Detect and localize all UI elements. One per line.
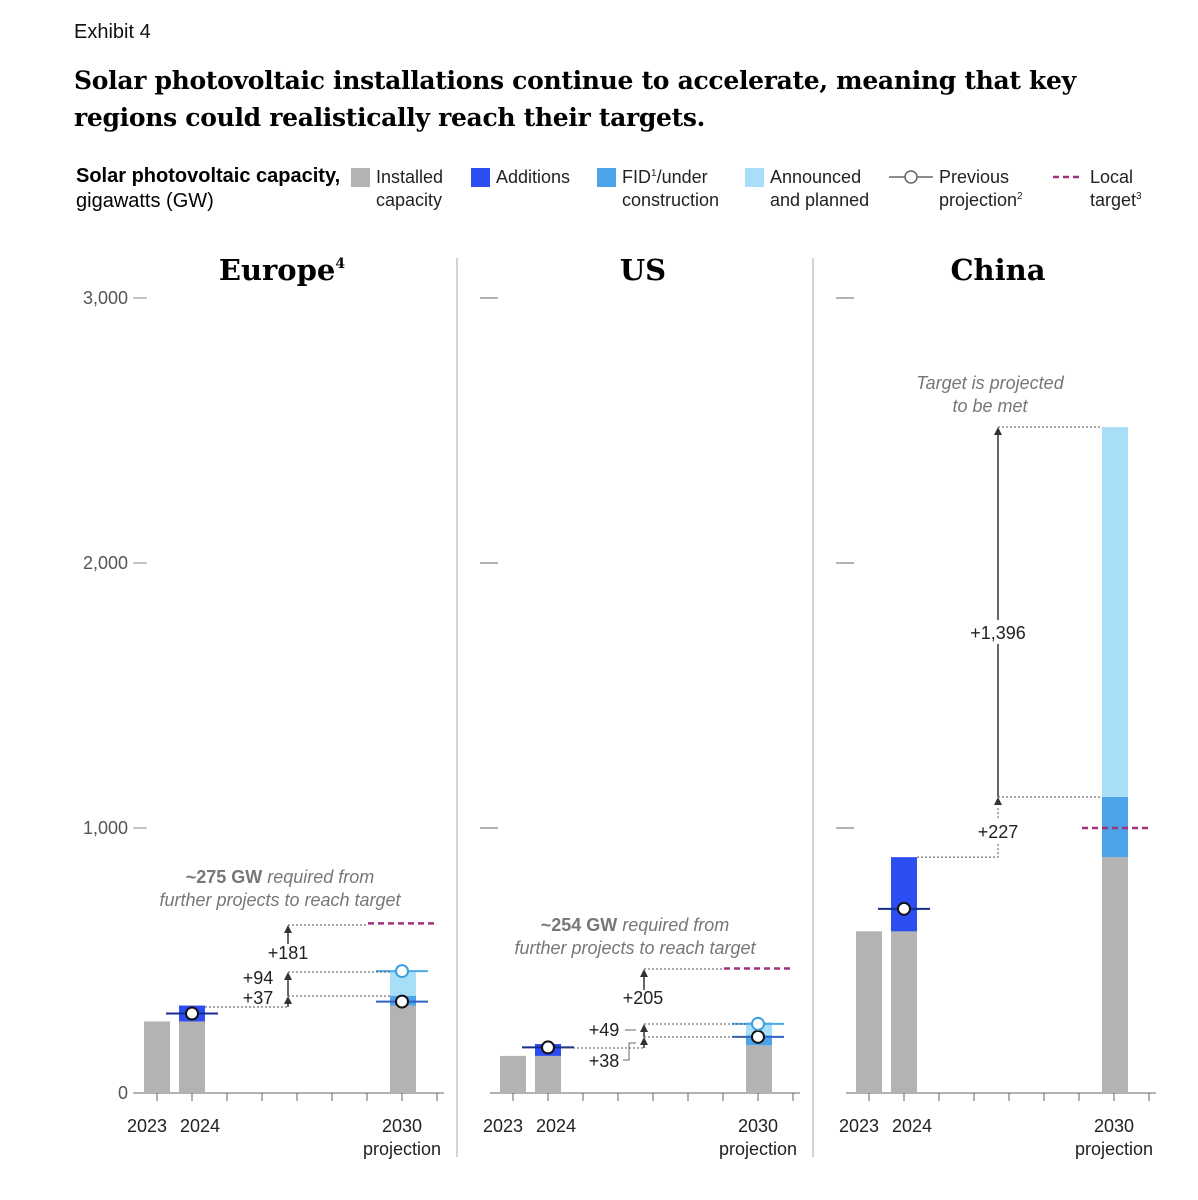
- legend-previous: Previous projection2: [939, 167, 1023, 210]
- legend-swatch-fid: [597, 168, 616, 187]
- legend-swatch-installed: [351, 168, 370, 187]
- china-bar-2024-installed: [891, 931, 917, 1093]
- china-bar-2023-installed: [856, 931, 882, 1093]
- legend-additions: Additions: [496, 167, 571, 187]
- china-panel-title: China: [950, 253, 1045, 287]
- china-arrow-fid-head: [994, 796, 1002, 805]
- china-step-fid: +227: [978, 822, 1019, 842]
- europe-x-label-2023: 2023: [127, 1116, 167, 1136]
- legend-target: Local target3: [1090, 167, 1142, 210]
- china-guide-2024: [917, 806, 999, 858]
- y-tick-label-2000: 2,000: [83, 553, 128, 573]
- europe-step-fid: +37: [243, 988, 274, 1008]
- legend-installed: Installed capacity: [376, 167, 444, 210]
- china-step-announced: +1,396: [970, 623, 1026, 643]
- legend-swatch-announced: [745, 168, 764, 187]
- europe-panel-title: Europe4: [219, 253, 346, 287]
- legend-swatch-additions: [471, 168, 490, 187]
- china-bar-2030-announced: [1102, 427, 1128, 797]
- europe-bar-2030-installed: [390, 1005, 416, 1093]
- china-annotation: Target is projected to be met: [916, 373, 1064, 416]
- europe-x-label-2024: 2024: [180, 1116, 220, 1136]
- us-previous-2030-low-circle: [751, 1029, 765, 1044]
- us-step-target: +205: [623, 988, 664, 1008]
- china-bar-2030-installed: [1102, 857, 1128, 1093]
- legend-fid: FID1/under construction: [622, 167, 720, 210]
- y-axis-title: Solar photovoltaic capacity, gigawatts (…: [76, 164, 340, 214]
- china-previous-2024-circle: [897, 901, 911, 916]
- china-arrow-announced-head: [994, 427, 1002, 436]
- us-bar-2024-installed: [535, 1055, 561, 1093]
- y-tick-label-1000: 1,000: [83, 818, 128, 838]
- legend-announced: Announced and planned: [770, 167, 870, 210]
- us-bar-2023-installed: [500, 1055, 526, 1093]
- china-x-label-projection: projection: [1075, 1139, 1153, 1159]
- china-x-label-2030: 2030: [1094, 1116, 1134, 1136]
- china-step-announced-bg: [964, 620, 1032, 644]
- us-step-fid: +38: [589, 1051, 620, 1071]
- us-panel-title: US: [620, 253, 666, 287]
- us-x-label-projection: projection: [719, 1139, 797, 1159]
- us-arrow-fid-head: [640, 1037, 648, 1045]
- us-arrow-target-head: [640, 969, 648, 977]
- europe-step-target: +181: [268, 943, 309, 963]
- europe-arrow-target-head: [284, 925, 292, 933]
- us-x-label-2024: 2024: [536, 1116, 576, 1136]
- china-step-fid-bg: [970, 820, 1026, 842]
- europe-step-announced: +94: [243, 968, 274, 988]
- us-step-announced: +49: [589, 1020, 620, 1040]
- us-previous-2024-circle: [541, 1040, 555, 1055]
- us-x-label-2023: 2023: [483, 1116, 523, 1136]
- us-x-label-2030: 2030: [738, 1116, 778, 1136]
- us-arrow-announced-head: [640, 1024, 648, 1032]
- china-x-label-2023: 2023: [839, 1116, 879, 1136]
- europe-previous-2024-circle: [185, 1006, 199, 1021]
- chart-title: Solar photovoltaic installations continu…: [74, 66, 1076, 132]
- y-axis-title-unit: gigawatts (GW): [76, 190, 214, 212]
- us-previous-2030-high-circle: [751, 1016, 765, 1031]
- europe-previous-2030-high-circle: [395, 964, 409, 979]
- europe-annotation: ~275 GW required from further projects t…: [159, 867, 401, 910]
- legend-target-dash-icon: [1053, 175, 1083, 179]
- us-annotation: ~254 GW required from further projects t…: [514, 915, 756, 958]
- europe-bar-2024-installed: [179, 1021, 205, 1093]
- china-x-label-2024: 2024: [892, 1116, 932, 1136]
- europe-previous-2030-low-circle: [395, 994, 409, 1009]
- legend-previous-marker-icon: [889, 170, 933, 184]
- europe-title-footnote: 4: [335, 256, 345, 272]
- y-tick-label-3000: 3,000: [83, 288, 128, 308]
- y-axis-title-bold: Solar photovoltaic capacity,: [76, 165, 341, 187]
- europe-arrow-fid-head: [284, 996, 292, 1004]
- us-bar-2030-installed: [746, 1045, 772, 1093]
- china-bar-2024-additions: [891, 857, 917, 932]
- exhibit-label: Exhibit 4: [74, 21, 151, 43]
- europe-x-label-projection: projection: [363, 1139, 441, 1159]
- europe-arrow-announced-head: [284, 972, 292, 980]
- y-tick-label-0: 0: [118, 1083, 128, 1103]
- europe-bar-2023-installed: [144, 1021, 170, 1093]
- europe-x-label-2030: 2030: [382, 1116, 422, 1136]
- us-step-leader-2: [623, 1042, 636, 1061]
